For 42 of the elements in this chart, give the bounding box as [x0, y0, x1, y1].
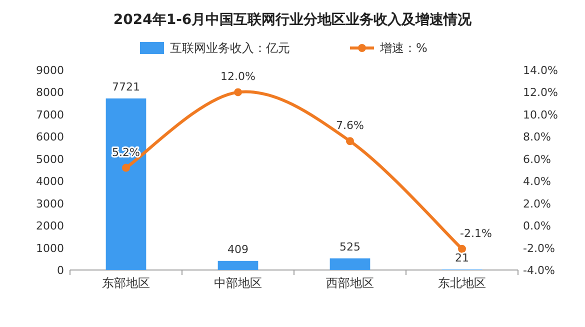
x-tick-label: 东部地区	[102, 276, 150, 290]
data-label: 525	[340, 240, 360, 254]
data-label: -2.1%	[460, 226, 492, 240]
y-tick-label: 6000	[36, 130, 64, 144]
data-label: 409	[228, 242, 248, 256]
data-label: 5.2%	[112, 146, 140, 159]
y-tick-label: 8000	[36, 86, 64, 100]
y2-tick-label: 0.0%	[523, 220, 551, 233]
x-tick-label: 东北地区	[438, 276, 486, 290]
x-tick-label: 西部地区	[326, 276, 374, 290]
y-tick-label: 7000	[36, 108, 64, 122]
y2-tick-label: 14.0%	[523, 64, 558, 77]
point	[346, 137, 354, 146]
y-tick-label: 4000	[36, 175, 64, 188]
y-tick-label: 3000	[36, 197, 64, 210]
y-tick-label: 5000	[36, 152, 64, 166]
y-tick-label: 9000	[36, 64, 64, 77]
y2-tick-label: 2.0%	[523, 197, 551, 210]
y2-tick-label: -2.0%	[523, 242, 555, 255]
data-label: 12.0%	[220, 70, 256, 84]
y-tick-label: 2000	[36, 220, 64, 233]
y-tick-label: 1000	[36, 242, 64, 255]
x-tick-label: 中部地区	[214, 276, 262, 290]
point	[458, 244, 466, 253]
bar	[106, 98, 146, 270]
bar	[218, 260, 258, 270]
legend-label: 互联网业务收入：亿元	[170, 41, 290, 55]
y2-tick-label: 12.0%	[523, 86, 558, 100]
bar	[330, 258, 370, 270]
data-label: 21	[455, 252, 469, 265]
chart-title: 2024年1-6月中国互联网行业分地区业务收入及增速情况	[113, 12, 473, 28]
y2-tick-label: 4.0%	[523, 175, 551, 188]
y2-tick-label: 6.0%	[523, 152, 551, 166]
y2-tick-label: -4.0%	[523, 264, 555, 277]
y2-tick-label: 8.0%	[523, 130, 551, 144]
point	[122, 164, 130, 172]
y-tick-label: 0	[57, 264, 64, 277]
data-label: 7.6%	[336, 119, 364, 132]
legend-label: 增速：%	[379, 41, 428, 55]
y2-tick-label: 10.0%	[523, 108, 558, 122]
point	[234, 88, 242, 96]
data-label: 7721	[112, 80, 140, 94]
